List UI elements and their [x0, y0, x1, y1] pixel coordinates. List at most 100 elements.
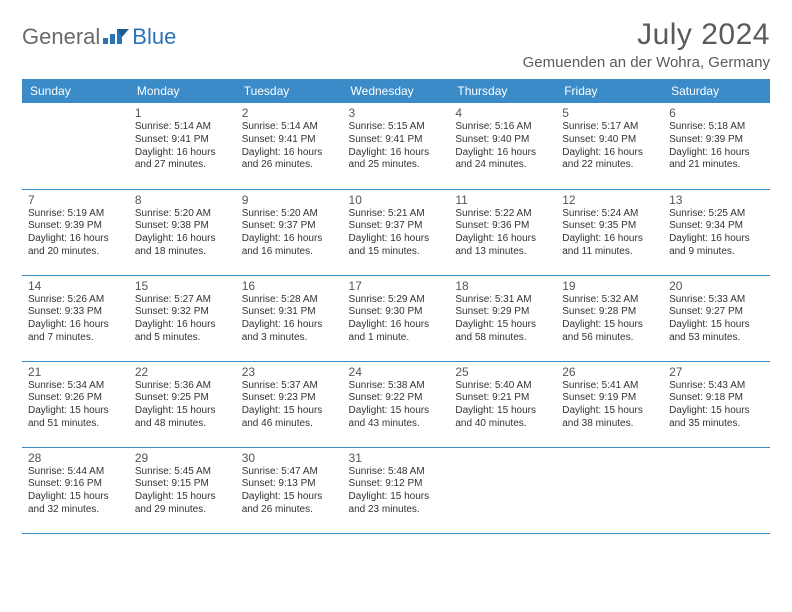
day-header: Saturday: [663, 79, 770, 103]
day-sun-info: Sunrise: 5:38 AMSunset: 9:22 PMDaylight:…: [349, 380, 444, 431]
calendar-day-cell: 6Sunrise: 5:18 AMSunset: 9:39 PMDaylight…: [663, 103, 770, 189]
day-sun-info: Sunrise: 5:48 AMSunset: 9:12 PMDaylight:…: [349, 466, 444, 517]
calendar-day-cell: 12Sunrise: 5:24 AMSunset: 9:35 PMDayligh…: [556, 189, 663, 275]
calendar-day-cell: 10Sunrise: 5:21 AMSunset: 9:37 PMDayligh…: [343, 189, 450, 275]
day-header: Monday: [129, 79, 236, 103]
day-header: Friday: [556, 79, 663, 103]
day-number: 3: [349, 106, 444, 120]
calendar-week-row: 21Sunrise: 5:34 AMSunset: 9:26 PMDayligh…: [22, 361, 770, 447]
day-header: Sunday: [22, 79, 129, 103]
calendar-day-cell: 7Sunrise: 5:19 AMSunset: 9:39 PMDaylight…: [22, 189, 129, 275]
calendar-day-cell: 31Sunrise: 5:48 AMSunset: 9:12 PMDayligh…: [343, 447, 450, 533]
day-sun-info: Sunrise: 5:36 AMSunset: 9:25 PMDaylight:…: [135, 380, 230, 431]
calendar-day-cell: 1Sunrise: 5:14 AMSunset: 9:41 PMDaylight…: [129, 103, 236, 189]
day-sun-info: Sunrise: 5:26 AMSunset: 9:33 PMDaylight:…: [28, 294, 123, 345]
day-sun-info: Sunrise: 5:29 AMSunset: 9:30 PMDaylight:…: [349, 294, 444, 345]
calendar-day-cell: 19Sunrise: 5:32 AMSunset: 9:28 PMDayligh…: [556, 275, 663, 361]
day-number: 28: [28, 451, 123, 465]
day-sun-info: Sunrise: 5:15 AMSunset: 9:41 PMDaylight:…: [349, 121, 444, 172]
day-sun-info: Sunrise: 5:40 AMSunset: 9:21 PMDaylight:…: [455, 380, 550, 431]
calendar-day-cell: 28Sunrise: 5:44 AMSunset: 9:16 PMDayligh…: [22, 447, 129, 533]
calendar-day-cell: 30Sunrise: 5:47 AMSunset: 9:13 PMDayligh…: [236, 447, 343, 533]
day-sun-info: Sunrise: 5:45 AMSunset: 9:15 PMDaylight:…: [135, 466, 230, 517]
brand-word-2: Blue: [132, 24, 176, 50]
month-year-title: July 2024: [523, 18, 770, 52]
day-number: 27: [669, 365, 764, 379]
day-number: 1: [135, 106, 230, 120]
day-number: 19: [562, 279, 657, 293]
day-number: 15: [135, 279, 230, 293]
calendar-week-row: 7Sunrise: 5:19 AMSunset: 9:39 PMDaylight…: [22, 189, 770, 275]
calendar-day-cell: 23Sunrise: 5:37 AMSunset: 9:23 PMDayligh…: [236, 361, 343, 447]
calendar-day-cell: 15Sunrise: 5:27 AMSunset: 9:32 PMDayligh…: [129, 275, 236, 361]
day-number: 10: [349, 193, 444, 207]
day-sun-info: Sunrise: 5:21 AMSunset: 9:37 PMDaylight:…: [349, 208, 444, 259]
day-number: 8: [135, 193, 230, 207]
day-sun-info: Sunrise: 5:19 AMSunset: 9:39 PMDaylight:…: [28, 208, 123, 259]
day-sun-info: Sunrise: 5:47 AMSunset: 9:13 PMDaylight:…: [242, 466, 337, 517]
day-sun-info: Sunrise: 5:20 AMSunset: 9:37 PMDaylight:…: [242, 208, 337, 259]
calendar-day-cell: 5Sunrise: 5:17 AMSunset: 9:40 PMDaylight…: [556, 103, 663, 189]
day-number: 4: [455, 106, 550, 120]
day-number: 11: [455, 193, 550, 207]
day-number: 20: [669, 279, 764, 293]
page-header: General Blue July 2024 Gemuenden an der …: [22, 18, 770, 71]
day-sun-info: Sunrise: 5:43 AMSunset: 9:18 PMDaylight:…: [669, 380, 764, 431]
day-sun-info: Sunrise: 5:28 AMSunset: 9:31 PMDaylight:…: [242, 294, 337, 345]
day-number: 6: [669, 106, 764, 120]
day-sun-info: Sunrise: 5:32 AMSunset: 9:28 PMDaylight:…: [562, 294, 657, 345]
day-number: 25: [455, 365, 550, 379]
calendar-day-cell: 18Sunrise: 5:31 AMSunset: 9:29 PMDayligh…: [449, 275, 556, 361]
calendar-week-row: 14Sunrise: 5:26 AMSunset: 9:33 PMDayligh…: [22, 275, 770, 361]
calendar-day-cell: 21Sunrise: 5:34 AMSunset: 9:26 PMDayligh…: [22, 361, 129, 447]
calendar-day-cell: 26Sunrise: 5:41 AMSunset: 9:19 PMDayligh…: [556, 361, 663, 447]
day-header: Thursday: [449, 79, 556, 103]
calendar-day-cell: 3Sunrise: 5:15 AMSunset: 9:41 PMDaylight…: [343, 103, 450, 189]
day-number: 30: [242, 451, 337, 465]
calendar-day-cell: 11Sunrise: 5:22 AMSunset: 9:36 PMDayligh…: [449, 189, 556, 275]
day-number: 22: [135, 365, 230, 379]
day-number: 23: [242, 365, 337, 379]
calendar-day-cell: 24Sunrise: 5:38 AMSunset: 9:22 PMDayligh…: [343, 361, 450, 447]
day-number: 21: [28, 365, 123, 379]
calendar-body: 1Sunrise: 5:14 AMSunset: 9:41 PMDaylight…: [22, 103, 770, 533]
calendar-day-cell: [22, 103, 129, 189]
day-sun-info: Sunrise: 5:14 AMSunset: 9:41 PMDaylight:…: [135, 121, 230, 172]
calendar-day-cell: 29Sunrise: 5:45 AMSunset: 9:15 PMDayligh…: [129, 447, 236, 533]
day-sun-info: Sunrise: 5:25 AMSunset: 9:34 PMDaylight:…: [669, 208, 764, 259]
day-sun-info: Sunrise: 5:31 AMSunset: 9:29 PMDaylight:…: [455, 294, 550, 345]
day-sun-info: Sunrise: 5:14 AMSunset: 9:41 PMDaylight:…: [242, 121, 337, 172]
calendar-day-cell: 22Sunrise: 5:36 AMSunset: 9:25 PMDayligh…: [129, 361, 236, 447]
calendar-day-cell: 27Sunrise: 5:43 AMSunset: 9:18 PMDayligh…: [663, 361, 770, 447]
day-sun-info: Sunrise: 5:33 AMSunset: 9:27 PMDaylight:…: [669, 294, 764, 345]
calendar-table: Sunday Monday Tuesday Wednesday Thursday…: [22, 79, 770, 534]
day-number: 5: [562, 106, 657, 120]
calendar-day-cell: [449, 447, 556, 533]
title-block: July 2024 Gemuenden an der Wohra, German…: [523, 18, 770, 71]
day-sun-info: Sunrise: 5:37 AMSunset: 9:23 PMDaylight:…: [242, 380, 337, 431]
day-sun-info: Sunrise: 5:27 AMSunset: 9:32 PMDaylight:…: [135, 294, 230, 345]
day-sun-info: Sunrise: 5:18 AMSunset: 9:39 PMDaylight:…: [669, 121, 764, 172]
day-sun-info: Sunrise: 5:17 AMSunset: 9:40 PMDaylight:…: [562, 121, 657, 172]
calendar-week-row: 1Sunrise: 5:14 AMSunset: 9:41 PMDaylight…: [22, 103, 770, 189]
day-number: 7: [28, 193, 123, 207]
calendar-day-cell: 25Sunrise: 5:40 AMSunset: 9:21 PMDayligh…: [449, 361, 556, 447]
calendar-day-cell: 20Sunrise: 5:33 AMSunset: 9:27 PMDayligh…: [663, 275, 770, 361]
calendar-day-cell: 2Sunrise: 5:14 AMSunset: 9:41 PMDaylight…: [236, 103, 343, 189]
calendar-day-cell: [556, 447, 663, 533]
day-sun-info: Sunrise: 5:22 AMSunset: 9:36 PMDaylight:…: [455, 208, 550, 259]
calendar-day-cell: 16Sunrise: 5:28 AMSunset: 9:31 PMDayligh…: [236, 275, 343, 361]
day-sun-info: Sunrise: 5:16 AMSunset: 9:40 PMDaylight:…: [455, 121, 550, 172]
chart-bars-icon: [102, 24, 130, 50]
brand-logo: General Blue: [22, 18, 176, 50]
calendar-day-cell: [663, 447, 770, 533]
day-number: 31: [349, 451, 444, 465]
calendar-day-cell: 4Sunrise: 5:16 AMSunset: 9:40 PMDaylight…: [449, 103, 556, 189]
brand-word-1: General: [22, 24, 100, 50]
calendar-day-cell: 13Sunrise: 5:25 AMSunset: 9:34 PMDayligh…: [663, 189, 770, 275]
day-number: 18: [455, 279, 550, 293]
day-number: 12: [562, 193, 657, 207]
day-number: 13: [669, 193, 764, 207]
day-sun-info: Sunrise: 5:41 AMSunset: 9:19 PMDaylight:…: [562, 380, 657, 431]
day-number: 26: [562, 365, 657, 379]
